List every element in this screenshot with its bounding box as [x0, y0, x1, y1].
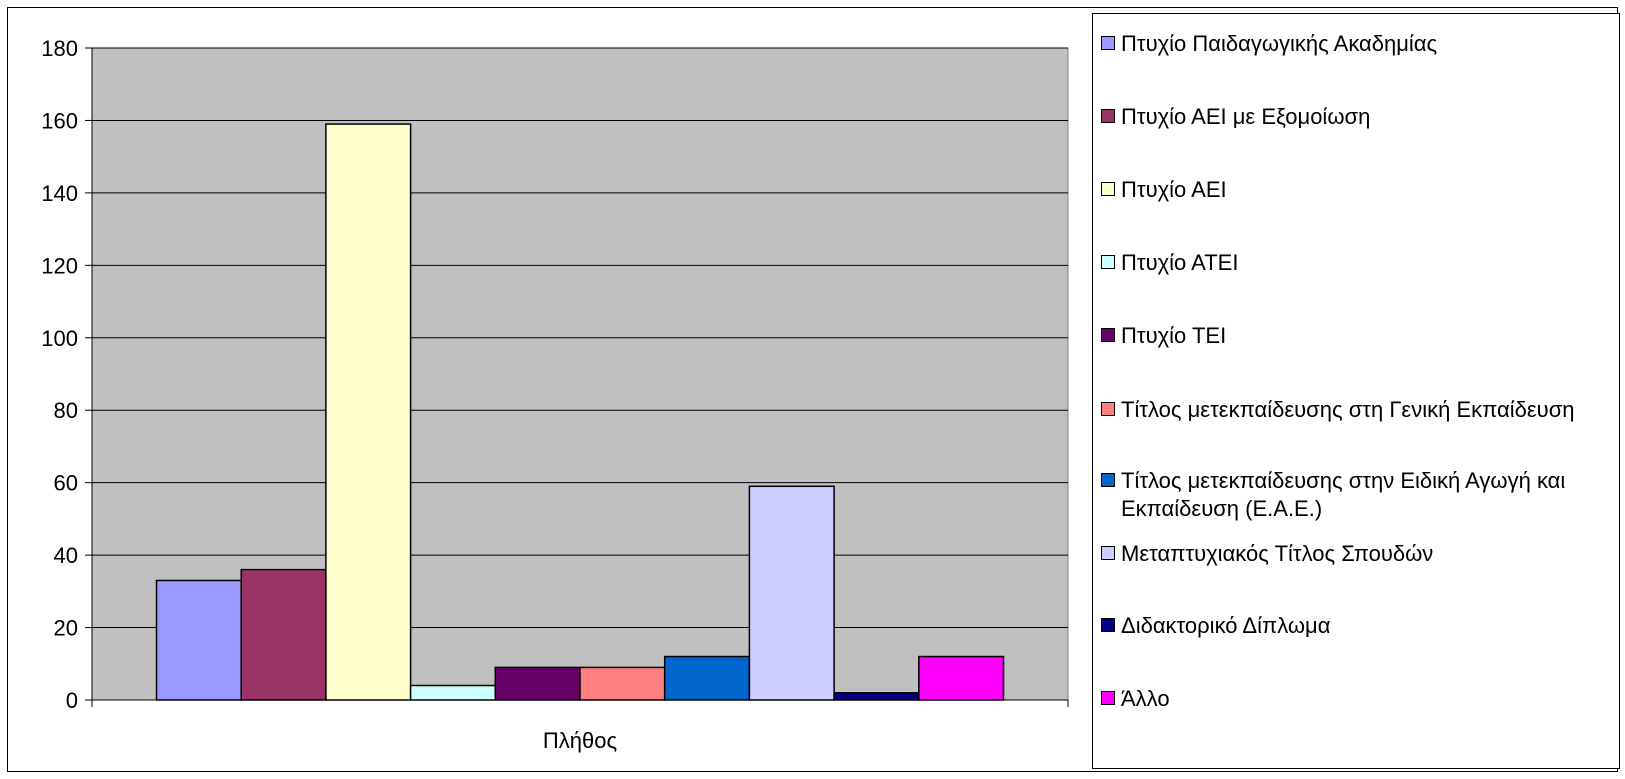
- y-tick-label: 40: [54, 543, 78, 568]
- bar: [918, 655, 1005, 701]
- x-category-label: Πλήθος: [543, 728, 617, 753]
- legend-label: Πτυχίο ΑΕΙ με Εξομοίωση: [1121, 104, 1371, 129]
- bar: [494, 666, 581, 701]
- legend-label: Πτυχίο Παιδαγωγικής Ακαδημίας: [1121, 31, 1438, 56]
- bars: [155, 123, 1005, 701]
- legend-label: Άλλο: [1121, 686, 1170, 711]
- bar: [579, 666, 666, 701]
- legend-label: Πτυχίο ΑΤΕΙ: [1121, 250, 1239, 275]
- legend-swatch: [1101, 255, 1115, 269]
- y-tick-label: 140: [41, 181, 78, 206]
- legend-swatch: [1101, 182, 1115, 196]
- legend-item: Πτυχίο ΑΤΕΙ: [1101, 249, 1611, 277]
- legend-item: Πτυχίο ΤΕΙ: [1101, 322, 1611, 350]
- legend-label: Πτυχίο ΤΕΙ: [1121, 323, 1227, 348]
- legend-swatch: [1101, 546, 1115, 560]
- bar: [409, 684, 497, 701]
- axes: [85, 47, 1069, 707]
- legend-swatch: [1101, 473, 1115, 487]
- legend-label: Πτυχίο ΑΕΙ: [1121, 177, 1227, 202]
- bar: [663, 655, 751, 701]
- legend-swatch: [1101, 328, 1115, 342]
- bar: [748, 485, 835, 701]
- y-tick-label: 180: [41, 36, 78, 61]
- bar: [155, 579, 242, 701]
- legend-label: Διδακτορικό Δίπλωμα: [1121, 613, 1331, 638]
- legend: Πτυχίο Παιδαγωγικής Ακαδημίας Πτυχίο ΑΕΙ …: [1092, 13, 1620, 769]
- legend-swatch: [1101, 402, 1115, 416]
- y-tick-label: 0: [66, 688, 78, 713]
- legend-item: Διδακτορικό Δίπλωμα: [1101, 612, 1611, 640]
- y-tick-label: 100: [41, 326, 78, 351]
- legend-item: Πτυχίο ΑΕΙ: [1101, 176, 1611, 204]
- legend-item: Τίτλος μετεκπαίδευσης στη Γενική Εκπαίδε…: [1101, 396, 1611, 424]
- y-tick-label: 160: [41, 108, 78, 133]
- legend-item: Μεταπτυχιακός Τίτλος Σπουδών: [1101, 540, 1611, 568]
- legend-item: Τίτλος μετεκπαίδευσης στην Ειδική Αγωγή …: [1101, 467, 1611, 523]
- legend-swatch: [1101, 691, 1115, 705]
- bar-chart: 0 20 40 60 80 100 120 140 160 180 Πλήθος: [41, 36, 1069, 753]
- legend-label: Μεταπτυχιακός Τίτλος Σπουδών: [1121, 541, 1434, 566]
- legend-item: Πτυχίο ΑΕΙ με Εξομοίωση: [1101, 103, 1611, 131]
- legend-label: Τίτλος μετεκπαίδευσης στην Ειδική Αγωγή …: [1121, 468, 1566, 521]
- legend-swatch: [1101, 618, 1115, 632]
- legend-label: Τίτλος μετεκπαίδευσης στη Γενική Εκπαίδε…: [1121, 397, 1575, 422]
- y-tick-label: 120: [41, 253, 78, 278]
- legend-swatch: [1101, 36, 1115, 50]
- y-tick-label: 80: [54, 398, 78, 423]
- y-tick-labels: 0 20 40 60 80 100 120 140 160 180: [41, 36, 78, 713]
- y-tick-label: 60: [54, 471, 78, 496]
- gridlines: [92, 47, 1068, 629]
- bar: [833, 692, 920, 701]
- bar: [240, 568, 327, 701]
- legend-swatch: [1101, 109, 1115, 123]
- legend-item: Πτυχίο Παιδαγωγικής Ακαδημίας: [1101, 30, 1611, 58]
- bar: [325, 123, 412, 701]
- x-category-labels: Πλήθος: [543, 728, 617, 753]
- legend-item: Άλλο: [1101, 685, 1611, 713]
- y-tick-label: 20: [54, 616, 78, 641]
